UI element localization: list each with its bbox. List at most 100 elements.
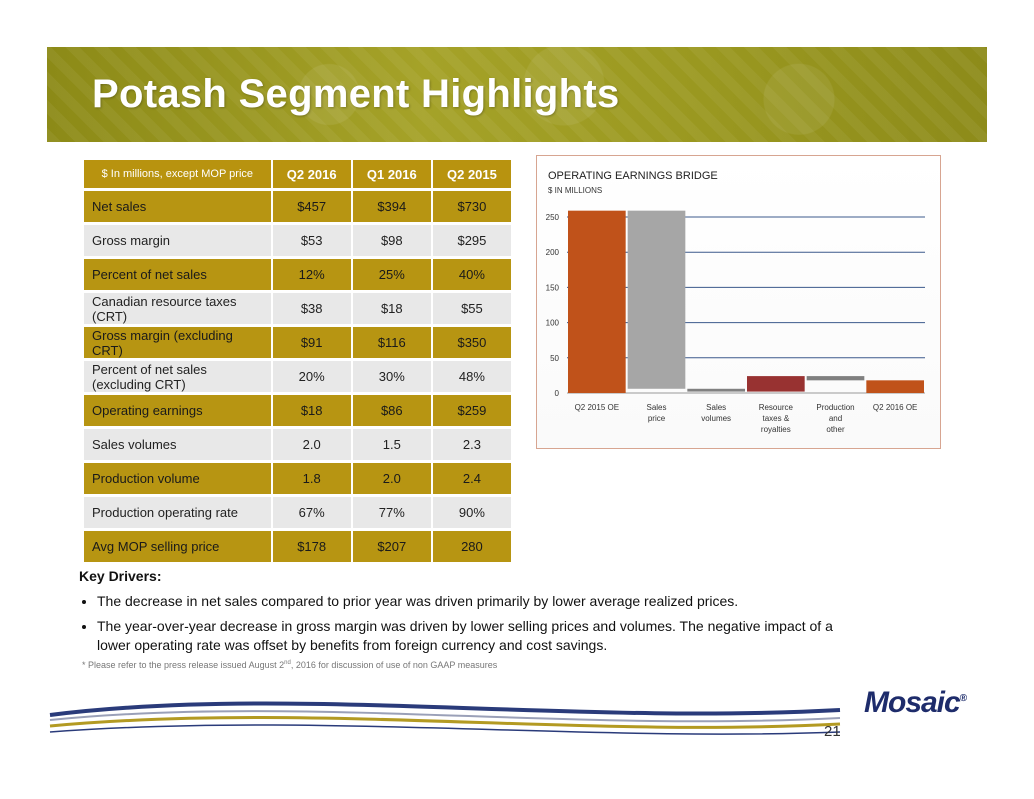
footnote-prefix: * Please refer to the press release issu… xyxy=(82,660,285,670)
row-value-q1-2016: 2.0 xyxy=(352,463,433,494)
row-value-q1-2016: $116 xyxy=(352,327,433,358)
row-value-q2-2016: $18 xyxy=(272,395,353,426)
row-value-q2-2016: 67% xyxy=(272,497,353,528)
row-value-q2-2015: 48% xyxy=(432,361,513,392)
swoosh-line-gold xyxy=(49,716,841,729)
waterfall-bar xyxy=(627,210,686,389)
row-label: Canadian resource taxes (CRT) xyxy=(84,293,273,324)
header-q2-2016: Q2 2016 xyxy=(272,160,353,188)
table-row: Operating earnings $18 $86 $259 xyxy=(84,395,513,426)
row-value-q2-2016: $91 xyxy=(272,327,353,358)
table-row: Production volume 1.8 2.0 2.4 xyxy=(84,463,513,494)
mosaic-logo: Mosaic® xyxy=(864,686,967,720)
swoosh-decoration xyxy=(49,701,841,735)
x-tick-label: Sales xyxy=(706,403,726,412)
table-row: Net sales $457 $394 $730 xyxy=(84,191,513,222)
row-value-q2-2015: $295 xyxy=(432,225,513,256)
x-tick-label: Sales xyxy=(646,403,666,412)
row-label: Net sales xyxy=(84,191,273,222)
x-tick-label: Q2 2015 OE xyxy=(575,403,619,412)
footnote: * Please refer to the press release issu… xyxy=(82,660,497,670)
row-value-q1-2016: 1.5 xyxy=(352,429,433,460)
waterfall-bar xyxy=(806,376,865,381)
table-row: Gross margin $53 $98 $295 xyxy=(84,225,513,256)
row-value-q2-2016: $178 xyxy=(272,531,353,562)
x-tick-label: other xyxy=(826,425,845,434)
row-value-q2-2015: $730 xyxy=(432,191,513,222)
row-value-q2-2015: 2.4 xyxy=(432,463,513,494)
row-value-q1-2016: $98 xyxy=(352,225,433,256)
y-tick-label: 50 xyxy=(550,354,559,363)
x-tick-label: volumes xyxy=(701,414,731,423)
table-row: Percent of net sales 12% 25% 40% xyxy=(84,259,513,290)
highlights-table: $ In millions, except MOP price Q2 2016 … xyxy=(84,157,513,565)
row-value-q1-2016: 30% xyxy=(352,361,433,392)
x-tick-label: Resource xyxy=(759,403,794,412)
footnote-suffix: , 2016 for discussion of use of non GAAP… xyxy=(290,660,498,670)
logo-mark: ® xyxy=(959,693,967,704)
row-label: Sales volumes xyxy=(84,429,273,460)
row-value-q2-2015: $259 xyxy=(432,395,513,426)
row-value-q1-2016: $86 xyxy=(352,395,433,426)
row-label: Production volume xyxy=(84,463,273,494)
row-label: Production operating rate xyxy=(84,497,273,528)
chart-title: OPERATING EARNINGS BRIDGE xyxy=(548,170,718,182)
row-value-q1-2016: $207 xyxy=(352,531,433,562)
slide-title: Potash Segment Highlights xyxy=(92,72,620,116)
row-value-q1-2016: 25% xyxy=(352,259,433,290)
waterfall-bar xyxy=(568,210,626,393)
row-value-q1-2016: 77% xyxy=(352,497,433,528)
row-value-q1-2016: $18 xyxy=(352,293,433,324)
title-banner xyxy=(47,47,987,142)
footnote-superscript: nd xyxy=(284,660,291,666)
key-drivers-list: The decrease in net sales compared to pr… xyxy=(79,592,839,655)
y-tick-label: 0 xyxy=(555,389,560,398)
y-tick-label: 200 xyxy=(546,248,560,257)
row-value-q2-2016: $38 xyxy=(272,293,353,324)
row-value-q2-2015: 2.3 xyxy=(432,429,513,460)
key-driver-bullet: The decrease in net sales compared to pr… xyxy=(97,592,839,611)
table-row: Avg MOP selling price $178 $207 280 xyxy=(84,531,513,562)
swoosh-line-blue xyxy=(49,701,841,717)
row-value-q2-2015: 90% xyxy=(432,497,513,528)
table-row: Percent of net sales (excluding CRT) 20% 3… xyxy=(84,361,513,392)
waterfall-bar xyxy=(687,388,745,392)
y-tick-label: 250 xyxy=(546,213,560,222)
row-value-q2-2016: 2.0 xyxy=(272,429,353,460)
y-tick-label: 100 xyxy=(546,319,560,328)
row-value-q2-2015: $350 xyxy=(432,327,513,358)
row-value-q2-2016: 12% xyxy=(272,259,353,290)
swoosh-line-thin xyxy=(49,724,841,735)
row-value-q2-2016: 1.8 xyxy=(272,463,353,494)
x-tick-label: royalties xyxy=(761,425,791,434)
row-label: Gross margin xyxy=(84,225,273,256)
row-label: Operating earnings xyxy=(84,395,273,426)
row-value-q2-2015: $55 xyxy=(432,293,513,324)
x-tick-label: Production xyxy=(816,403,854,412)
table-row: Gross margin (excluding CRT) $91 $116 $350 xyxy=(84,327,513,358)
table-row: Canadian resource taxes (CRT) $38 $18 $55 xyxy=(84,293,513,324)
row-value-q2-2016: $457 xyxy=(272,191,353,222)
row-value-q1-2016: $394 xyxy=(352,191,433,222)
waterfall-bar xyxy=(747,376,805,392)
row-label: Avg MOP selling price xyxy=(84,531,273,562)
header-units: $ In millions, except MOP price xyxy=(84,160,273,188)
y-tick-label: 150 xyxy=(546,283,560,292)
header-q2-2015: Q2 2015 xyxy=(432,160,513,188)
waterfall-bar xyxy=(866,380,924,393)
operating-earnings-bridge-chart: OPERATING EARNINGS BRIDGE $ IN MILLIONS 0 5… xyxy=(536,155,941,449)
x-tick-label: taxes & xyxy=(762,414,789,423)
table-row: Production operating rate 67% 77% 90% xyxy=(84,497,513,528)
row-label: Gross margin (excluding CRT) xyxy=(84,327,273,358)
x-tick-label: Q2 2016 OE xyxy=(873,403,917,412)
key-driver-bullet: The year-over-year decrease in gross mar… xyxy=(97,617,839,655)
header-q1-2016: Q1 2016 xyxy=(352,160,433,188)
row-value-q2-2016: 20% xyxy=(272,361,353,392)
chart-subtitle: $ IN MILLIONS xyxy=(548,186,602,195)
swoosh-line-grey xyxy=(49,710,841,723)
row-value-q2-2015: 40% xyxy=(432,259,513,290)
logo-text: Mosaic xyxy=(864,686,961,719)
table-row: Sales volumes 2.0 1.5 2.3 xyxy=(84,429,513,460)
x-tick-label: and xyxy=(829,414,842,423)
row-label: Percent of net sales (excluding CRT) xyxy=(84,361,273,392)
